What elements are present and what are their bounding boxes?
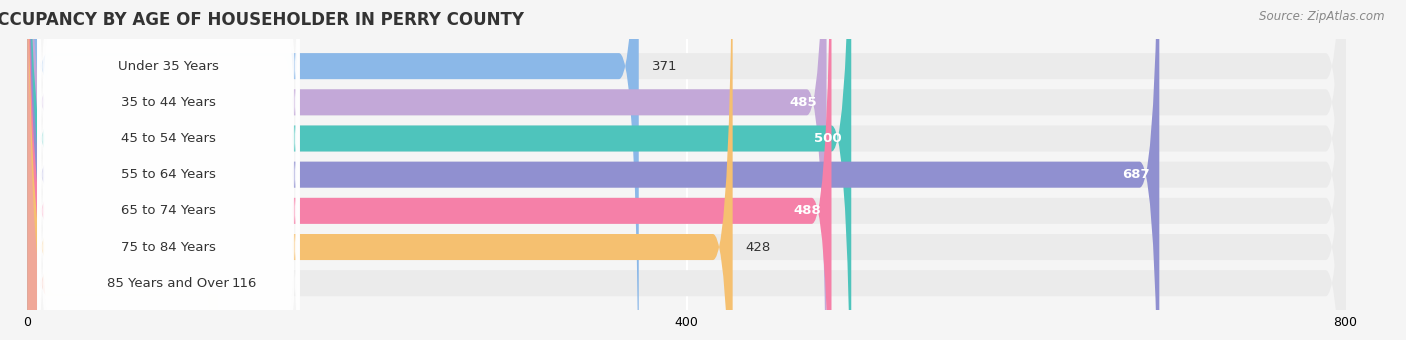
Text: 116: 116 bbox=[232, 277, 257, 290]
FancyBboxPatch shape bbox=[28, 0, 851, 340]
Text: Source: ZipAtlas.com: Source: ZipAtlas.com bbox=[1260, 10, 1385, 23]
FancyBboxPatch shape bbox=[28, 0, 733, 340]
FancyBboxPatch shape bbox=[28, 0, 1346, 340]
FancyBboxPatch shape bbox=[38, 0, 299, 340]
Text: 45 to 54 Years: 45 to 54 Years bbox=[121, 132, 217, 145]
FancyBboxPatch shape bbox=[28, 0, 1346, 340]
FancyBboxPatch shape bbox=[38, 0, 299, 340]
FancyBboxPatch shape bbox=[38, 0, 299, 340]
FancyBboxPatch shape bbox=[28, 0, 1346, 340]
Text: 687: 687 bbox=[1122, 168, 1150, 181]
FancyBboxPatch shape bbox=[28, 0, 1346, 340]
FancyBboxPatch shape bbox=[28, 0, 219, 340]
FancyBboxPatch shape bbox=[28, 0, 1160, 340]
FancyBboxPatch shape bbox=[38, 0, 299, 340]
Text: 488: 488 bbox=[794, 204, 821, 217]
Text: Under 35 Years: Under 35 Years bbox=[118, 59, 219, 73]
FancyBboxPatch shape bbox=[38, 0, 299, 340]
Text: OCCUPANCY BY AGE OF HOUSEHOLDER IN PERRY COUNTY: OCCUPANCY BY AGE OF HOUSEHOLDER IN PERRY… bbox=[0, 11, 524, 29]
FancyBboxPatch shape bbox=[28, 0, 831, 340]
Text: 65 to 74 Years: 65 to 74 Years bbox=[121, 204, 217, 217]
FancyBboxPatch shape bbox=[28, 0, 1346, 340]
FancyBboxPatch shape bbox=[28, 0, 638, 340]
FancyBboxPatch shape bbox=[28, 0, 1346, 340]
Text: 75 to 84 Years: 75 to 84 Years bbox=[121, 240, 217, 254]
FancyBboxPatch shape bbox=[28, 0, 827, 340]
Text: 85 Years and Over: 85 Years and Over bbox=[107, 277, 229, 290]
FancyBboxPatch shape bbox=[28, 0, 1346, 340]
Text: 371: 371 bbox=[652, 59, 678, 73]
FancyBboxPatch shape bbox=[38, 0, 299, 340]
Text: 500: 500 bbox=[814, 132, 841, 145]
Text: 428: 428 bbox=[745, 240, 770, 254]
Text: 485: 485 bbox=[789, 96, 817, 109]
FancyBboxPatch shape bbox=[38, 4, 299, 340]
Text: 55 to 64 Years: 55 to 64 Years bbox=[121, 168, 217, 181]
Text: 35 to 44 Years: 35 to 44 Years bbox=[121, 96, 217, 109]
